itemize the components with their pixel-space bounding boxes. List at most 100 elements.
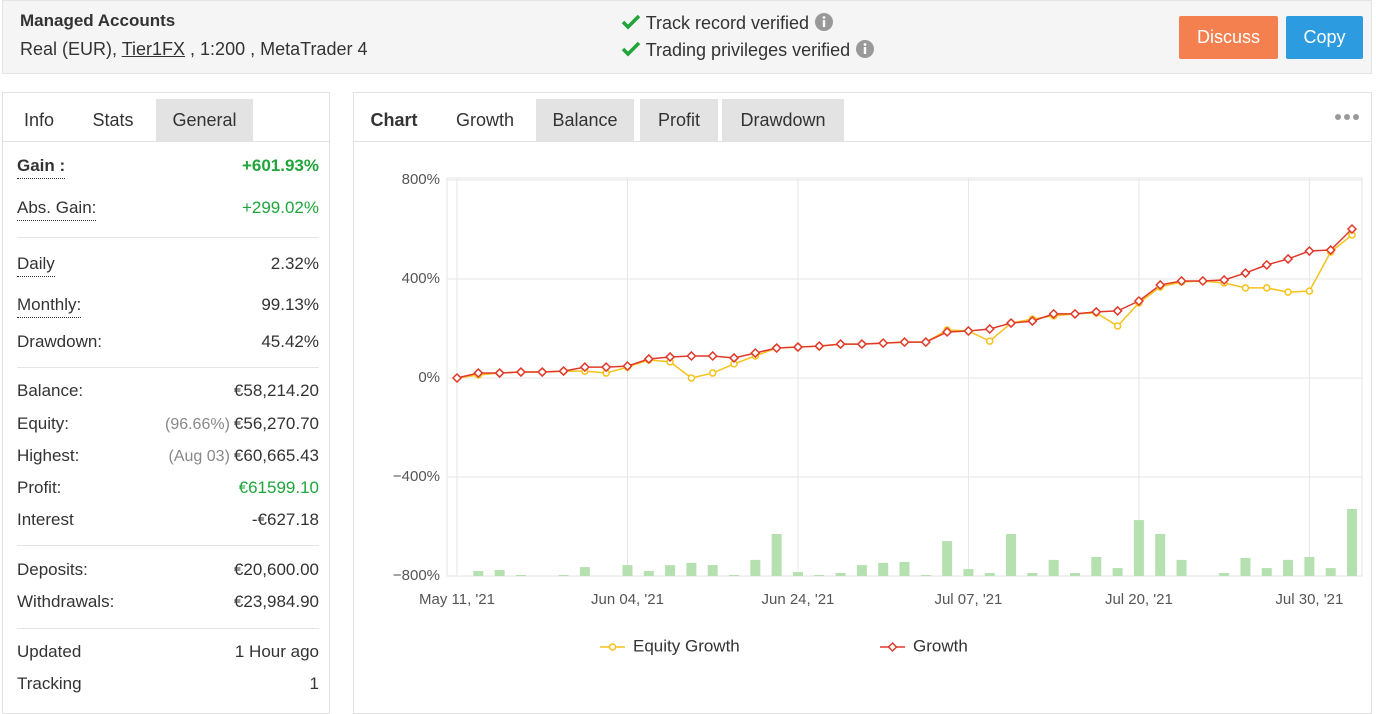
- bar: [1176, 559, 1187, 576]
- stat-value-box: €23,984.90: [234, 590, 319, 614]
- more-menu[interactable]: [1334, 113, 1360, 121]
- info-icon[interactable]: [855, 39, 875, 59]
- bar: [1240, 557, 1251, 576]
- bar: [707, 565, 718, 576]
- stat-row: Profit: €61599.10: [17, 476, 319, 500]
- verification: Track record verified: [621, 12, 834, 34]
- point: [1027, 316, 1038, 327]
- x-tick-label: Jul 07, '21: [934, 591, 1002, 608]
- tab[interactable]: Balance: [536, 99, 634, 141]
- point: [1325, 244, 1336, 256]
- point: [1305, 287, 1314, 295]
- stat-value-box: -€627.18: [252, 508, 319, 532]
- stat-value-box: 45.42%: [261, 330, 319, 354]
- point: [622, 361, 633, 372]
- point: [1005, 317, 1017, 329]
- verification-text: Trading privileges verified: [645, 40, 851, 60]
- tab[interactable]: Stats: [75, 99, 151, 141]
- point: [887, 641, 898, 653]
- bar: [1155, 533, 1166, 576]
- stat-label: Profit:: [17, 478, 62, 497]
- bar: [1283, 559, 1294, 576]
- point: [963, 325, 974, 337]
- stat-value-box: 1 Hour ago: [235, 640, 319, 664]
- point: [1112, 305, 1123, 316]
- point: [608, 643, 617, 651]
- separator: [17, 628, 319, 629]
- point: [579, 362, 590, 373]
- point: [1133, 295, 1144, 307]
- stat-label: Highest:: [17, 446, 80, 465]
- stat-label: Updated: [17, 642, 82, 661]
- point: [814, 341, 825, 352]
- bar: [622, 565, 633, 576]
- bar: [984, 573, 995, 576]
- header: Managed Accounts Real (EUR), Tier1FX , 1…: [2, 0, 1372, 74]
- tab[interactable]: Profit: [640, 99, 718, 141]
- stat-value: +299.02%: [241, 198, 319, 217]
- line: [456, 228, 1353, 379]
- tab[interactable]: Growth: [438, 99, 532, 141]
- stat-row: Daily 2.32%: [17, 252, 319, 277]
- bar: [1091, 556, 1102, 576]
- bar: [1112, 568, 1123, 576]
- stat-label: Interest: [17, 510, 74, 529]
- bar: [1006, 533, 1017, 576]
- separator: [17, 367, 319, 368]
- point: [1091, 306, 1102, 317]
- tab[interactable]: Info: [23, 110, 55, 130]
- broker-link[interactable]: Tier1FX: [121, 39, 186, 59]
- stat-row: Abs. Gain: +299.02%: [17, 196, 319, 221]
- stat-value-box: +299.02%: [242, 196, 319, 220]
- point: [515, 366, 526, 378]
- point: [537, 366, 548, 378]
- x-tick-label: May 11, '21: [419, 591, 495, 608]
- bar: [835, 573, 846, 576]
- point: [856, 339, 867, 350]
- stat-value-box: (96.66%) €56,270.70: [165, 412, 319, 437]
- check-icon: [621, 14, 641, 30]
- stat-row: Monthly: 99.13%: [17, 293, 319, 318]
- stat-row: Interest -€627.18: [17, 508, 319, 532]
- bar: [1048, 559, 1059, 576]
- tab[interactable]: Drawdown: [722, 99, 844, 141]
- separator: [17, 545, 319, 546]
- x-tick-label: Jun 24, '21: [761, 591, 834, 608]
- account-type: Real (EUR),: [20, 39, 122, 59]
- bar: [558, 575, 569, 576]
- x-tick-label: Jul 20, '21: [1105, 591, 1173, 608]
- point: [942, 326, 953, 338]
- discuss-button[interactable]: Discuss: [1179, 16, 1278, 59]
- stat-value: 1 Hour ago: [234, 642, 319, 661]
- copy-button[interactable]: Copy: [1286, 16, 1363, 59]
- y-tick-label: 800%: [402, 171, 440, 188]
- point: [984, 323, 995, 335]
- stat-value-box: 99.13%: [261, 293, 319, 317]
- point: [1240, 267, 1251, 279]
- stat-row: Balance: €58,214.20: [17, 379, 319, 403]
- chart-panel: Chart Growth Balance Profit Drawdown: [353, 92, 1372, 714]
- bar: [686, 562, 697, 576]
- stat-label: Daily: [17, 252, 55, 277]
- point: [1155, 279, 1166, 291]
- bar: [750, 559, 761, 576]
- bar: [771, 533, 782, 576]
- bar: [1219, 573, 1230, 576]
- bar: [1347, 508, 1357, 576]
- y-tick-label: 400%: [402, 270, 440, 287]
- info-icon[interactable]: [814, 12, 834, 32]
- separator: [17, 237, 319, 238]
- point: [1176, 275, 1187, 287]
- x-tick-label: Jun 04, '21: [591, 591, 664, 608]
- point: [1283, 253, 1294, 265]
- stat-label: Gain :: [17, 154, 66, 179]
- point: [1069, 308, 1081, 319]
- point: [1304, 245, 1315, 257]
- stats-panel: Info Stats General Gain : +601.93% Abs. Ga…: [2, 92, 330, 714]
- stat-value: 99.13%: [261, 295, 319, 314]
- tab[interactable]: General: [156, 99, 253, 141]
- bar: [792, 572, 803, 576]
- point: [1048, 308, 1059, 319]
- point: [792, 342, 804, 353]
- stat-value-box: 1: [310, 672, 319, 696]
